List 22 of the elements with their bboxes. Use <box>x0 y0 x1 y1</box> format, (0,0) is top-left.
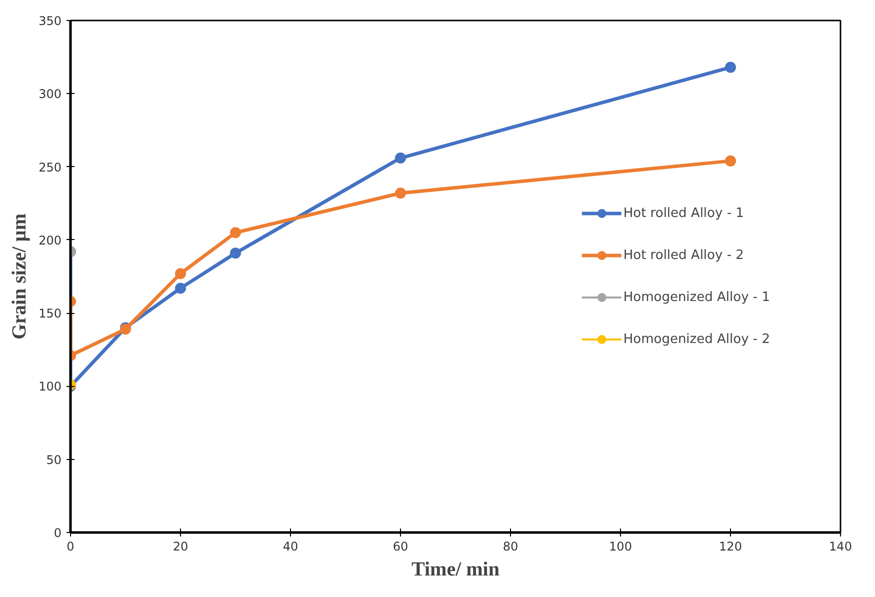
x-tick-label: 40 <box>282 540 298 554</box>
legend-label: Hot rolled Alloy - 1 <box>623 206 744 220</box>
y-tick-label: 50 <box>46 452 62 467</box>
y-tick-label: 250 <box>38 160 62 174</box>
x-tick-label: 140 <box>829 540 852 554</box>
x-tick-label: 60 <box>392 540 408 554</box>
x-tick-label: 100 <box>609 540 632 554</box>
x-tick-label: 0 <box>66 540 74 554</box>
legend-label: Homogenized Alloy - 2 <box>623 332 770 346</box>
legend-label: Homogenized Alloy - 1 <box>623 290 770 304</box>
x-tick-label: 20 <box>172 540 188 554</box>
y-tick-label: 150 <box>38 306 62 321</box>
x-axis-title: Time/ min <box>412 558 500 580</box>
y-tick-label: 0 <box>54 526 62 540</box>
y-axis-title: Grain size/ µm <box>8 213 31 340</box>
x-tick-label: 120 <box>719 540 742 554</box>
y-tick-label: 300 <box>38 87 62 102</box>
y-tick-label: 100 <box>38 380 62 394</box>
legend-label: Hot rolled Alloy - 2 <box>623 248 744 262</box>
y-tick-label: 350 <box>38 14 62 28</box>
x-tick-label: 80 <box>502 540 518 554</box>
y-tick-label: 200 <box>38 233 62 248</box>
